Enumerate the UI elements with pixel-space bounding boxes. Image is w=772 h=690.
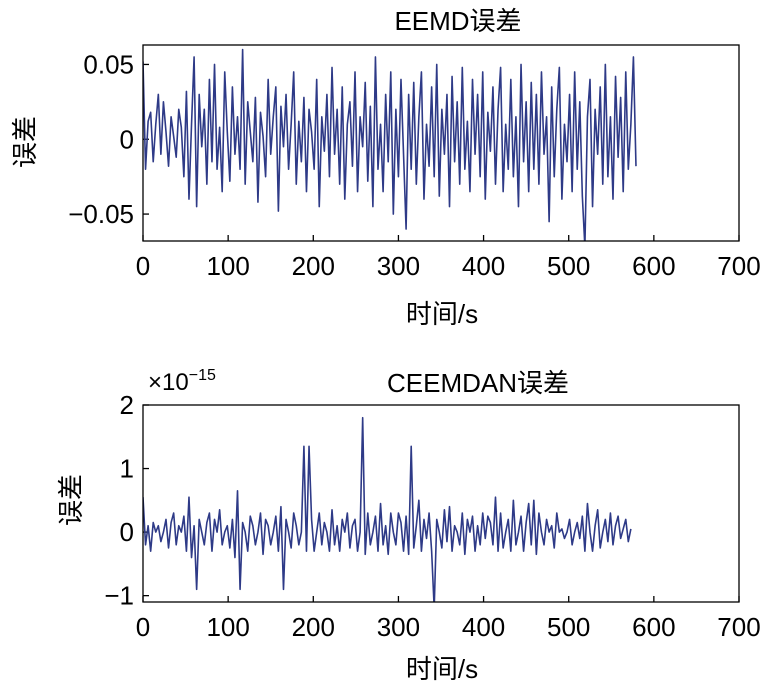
eemd-x-tick-label: 100 [206,251,249,281]
eemd-plot-frame [142,44,740,242]
ceemdan-scale-multiplier: ×10−15 [148,367,216,396]
ceemdan-scale-exponent: −15 [189,367,216,384]
eemd-x-tick-label: 0 [136,251,150,281]
eemd-y-tick-label: 0.05 [83,49,134,79]
ceemdan-error-series-line [143,416,632,602]
ceemdan-plot-frame [142,404,740,603]
eemd-chart-title: EEMD误差 [394,6,521,36]
ceemdan-x-tick-label: 0 [136,612,150,642]
ceemdan-x-tick-label: 600 [632,612,675,642]
ceemdan-chart: CEEMDAN误差 ×10−15 误差 时间/s 0 100 200 300 400 50… [56,367,761,684]
eemd-series-layer [143,48,637,241]
ceemdan-series-layer [143,416,632,602]
ceemdan-x-tick-label: 100 [206,612,249,642]
eemd-x-tick-label: 700 [717,251,760,281]
eemd-y-axis-label: 误差 [10,116,40,168]
eemd-chart: EEMD误差 误差 时间/s 0 100 200 300 400 500 600 700 0.0… [10,6,761,329]
eemd-x-axis-label: 时间/s [406,299,478,329]
eemd-y-tick-label: 0 [120,124,134,154]
eemd-x-tick-label: 200 [292,251,335,281]
ceemdan-chart-title: CEEMDAN误差 [387,368,569,398]
eemd-error-series-line [143,48,637,241]
ceemdan-y-tick-label: 2 [120,390,134,420]
ceemdan-x-axis-label: 时间/s [406,654,478,684]
ceemdan-y-tick-label: 0 [120,517,134,547]
ceemdan-x-tick-label: 200 [292,612,335,642]
eemd-x-tick-label: 500 [547,251,590,281]
ceemdan-scale-base: ×10 [148,369,189,396]
ceemdan-y-tick-label: −1 [104,581,134,611]
ceemdan-x-tick-label: 300 [377,612,420,642]
eemd-x-tick-label: 400 [462,251,505,281]
ceemdan-y-tick-label: 1 [120,454,134,484]
eemd-x-tick-label: 300 [377,251,420,281]
ceemdan-x-tick-label: 400 [462,612,505,642]
ceemdan-x-tick-label: 700 [717,612,760,642]
eemd-y-tick-label: −0.05 [68,199,134,229]
ceemdan-x-tick-label: 500 [547,612,590,642]
ceemdan-y-axis-label: 误差 [56,474,86,526]
eemd-x-tick-label: 600 [632,251,675,281]
